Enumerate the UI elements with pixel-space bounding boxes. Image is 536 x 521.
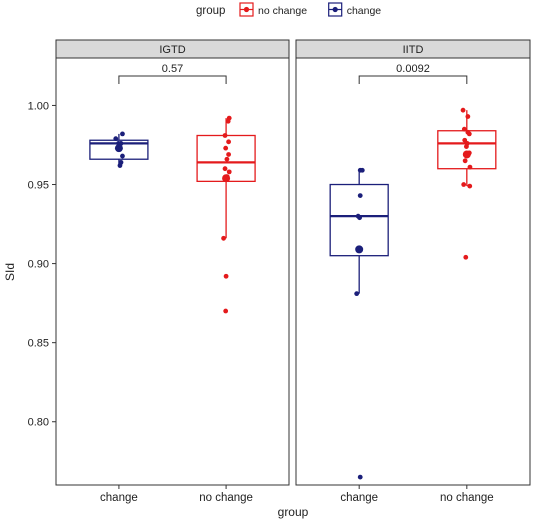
box-iqr — [329, 183, 389, 257]
x-tick-label-no-change: no change — [199, 492, 253, 504]
mean-point — [114, 144, 123, 153]
y-axis: 0.80 0.85 0.90 0.95 1.00 — [28, 100, 56, 429]
y-tick-label: 1.00 — [28, 100, 49, 112]
x-tick-label-change: change — [340, 492, 378, 504]
data-point — [359, 167, 365, 173]
bracket-line — [118, 75, 227, 84]
legend: group no change change — [196, 2, 382, 17]
strip-label-igtd: IGTD — [159, 44, 185, 56]
data-point — [226, 169, 232, 175]
data-point — [226, 115, 232, 121]
bracket-line — [358, 75, 468, 84]
panel-content-iitd: 0.0092 — [329, 63, 497, 480]
y-tick-label: 0.85 — [28, 338, 49, 350]
y-tick-label: 0.95 — [28, 180, 49, 192]
data-point — [226, 139, 231, 145]
data-point — [223, 308, 229, 314]
legend-label-change: change — [347, 5, 382, 17]
data-point — [467, 183, 473, 189]
box-group-no-change — [196, 115, 256, 314]
significance-bracket: 0.0092 — [358, 63, 468, 84]
data-point — [223, 145, 229, 151]
data-point — [357, 215, 362, 221]
plot-content: 0.57 0.0092 — [89, 63, 497, 480]
mean-point — [222, 174, 231, 183]
data-point — [120, 131, 125, 137]
strip-label-iitd: IITD — [403, 44, 424, 56]
panel-iitd: IITD — [295, 39, 531, 486]
data-point — [462, 158, 468, 164]
data-point — [463, 254, 469, 260]
data-point — [357, 474, 363, 480]
p-value-label: 0.0092 — [396, 63, 430, 75]
data-point — [223, 273, 229, 279]
x-axis-title: group — [278, 505, 309, 519]
mean-point — [462, 150, 471, 159]
data-point — [354, 291, 360, 297]
panel-frame-igtd — [55, 57, 290, 486]
legend-label-no-change: no change — [258, 5, 307, 17]
data-point — [120, 153, 125, 159]
x-tick-label-change: change — [100, 492, 138, 504]
data-point — [461, 126, 467, 132]
data-point — [466, 131, 472, 137]
legend-title: group — [196, 5, 225, 17]
data-point — [222, 166, 228, 172]
p-value-label: 0.57 — [162, 63, 183, 75]
data-point — [113, 136, 119, 142]
panel-content-igtd: 0.57 — [89, 63, 256, 314]
box-iqr — [89, 139, 149, 160]
box-group-no-change — [437, 107, 497, 260]
box-group-change — [329, 167, 389, 480]
data-point — [464, 144, 469, 149]
data-point — [357, 193, 363, 198]
panel-frame-iitd — [295, 57, 531, 486]
x-axis: change no change change no change — [100, 485, 494, 504]
data-point — [465, 114, 471, 119]
legend-item-no-change: no change — [239, 2, 307, 17]
y-tick-label: 0.90 — [28, 259, 49, 271]
data-point — [467, 164, 473, 170]
y-axis-title: SId — [3, 263, 17, 281]
mean-point — [355, 245, 364, 254]
data-point — [460, 107, 466, 113]
data-point — [222, 133, 228, 138]
legend-item-change: change — [328, 2, 382, 17]
data-point — [461, 182, 467, 187]
box-group-change — [89, 131, 149, 168]
x-tick-label-no-change: no change — [440, 492, 494, 504]
legend-key-dot — [332, 6, 338, 13]
y-tick-label: 0.80 — [28, 417, 49, 429]
data-point — [117, 163, 123, 168]
data-point — [226, 152, 231, 157]
significance-bracket: 0.57 — [118, 63, 227, 84]
panel-igtd: IGTD — [55, 39, 290, 486]
legend-key-dot — [243, 6, 250, 13]
data-point — [221, 235, 226, 241]
data-point — [224, 156, 230, 162]
